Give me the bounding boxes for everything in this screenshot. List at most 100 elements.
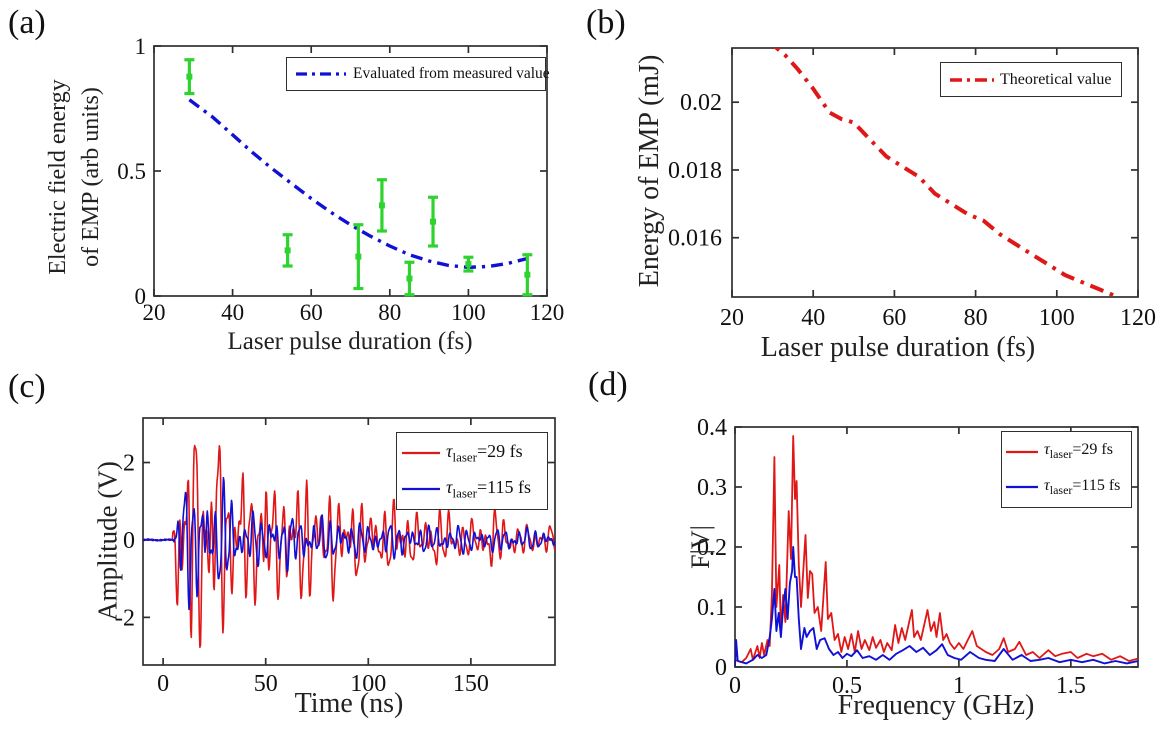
panel-a-x-tick-label: 80 [378,300,401,325]
panel-c-plot: 0 50 100 150 -2 0 2 [115,417,556,697]
panel-a-x-axis-title: Laser pulse duration (fs) [227,328,473,355]
panel-a-x-tick-label: 20 [143,300,166,325]
panel-a-y-axis-title-line2: of EMP (arb units) [78,87,104,267]
tau-symbol: τ [446,476,453,497]
legend-solid-line-sample-red [402,451,440,455]
panel-c-tick-labels: 0 50 100 150 -2 0 2 [115,451,489,697]
panel-d-legend-label-115fs: τlaser=115 fs [1044,477,1120,498]
panel-c-legend-item-115fs: τlaser=115 fs [401,471,543,507]
tau-subscript: laser [1049,482,1073,497]
panel-b-legend: Theoretical value [940,62,1122,97]
panel-b-y-tick-label: 0.02 [680,90,722,116]
panel-c-legend: τlaser=29 fs τlaser=115 fs [396,432,548,510]
panel-a-line-blue [188,98,528,269]
panel-d-legend-item-115fs: τlaser=115 fs [1005,470,1128,506]
panel-a-y-axis-title: Electric field energy of EMP (arb units) [42,79,108,274]
tau-subscript: laser [452,449,477,465]
panel-a-x-tick-label: 100 [451,300,486,325]
panel-a-x-tick-label: 60 [300,300,323,325]
tau-value: =29 fs [477,440,523,461]
panel-a-axes [153,45,548,297]
panel-d-y-tick-label: 0.2 [697,535,727,561]
tau-symbol: τ [1044,476,1050,494]
panel-c-y-tick-label: -2 [115,605,135,631]
panel-d-x-tick-label: 1.5 [1056,673,1086,699]
panel-c-x-tick-label: 0 [157,671,169,697]
panel-c-series [143,444,555,648]
panel-d-label: (d) [588,366,628,403]
panel-b-x-tick-label: 60 [882,305,906,331]
panel-c-waveform-blue [143,476,555,611]
panel-d-line-blue [735,546,1138,666]
panel-b-line-red [773,48,1119,297]
panel-d-y-axis-title: F|V| [686,525,715,569]
panel-d-y-tick-label: 0 [715,655,727,681]
panel-a-label: (a) [8,4,46,41]
panel-c-x-tick-label: 150 [453,671,489,697]
panel-d-legend-label-29fs: τlaser=29 fs [1044,441,1113,462]
panel-b-label: (b) [586,4,626,41]
panel-b-x-tick-label: 80 [964,305,988,331]
tau-symbol: τ [446,440,453,461]
panel-a-errorbars [184,58,533,297]
panel-c-y-tick-label: 0 [123,528,135,554]
tau-symbol: τ [1044,441,1050,459]
legend-solid-line-sample-red [1006,450,1038,453]
panel-a-legend: Evaluated from measured value [286,57,550,91]
legend-dashdot-line-sample-blue [296,72,346,76]
panel-c-y-axis-title: Amplitude (V) [92,461,123,621]
panel-b-axes [731,47,1139,298]
panel-b-tick-labels: 20 40 60 80 100 120 0.016 0.018 0.02 [668,90,1156,331]
panel-d-legend: τlaser=29 fs τlaser=115 fs [1001,431,1132,508]
panel-d-tick-labels: 0 0.5 1 1.5 0 0.1 0.2 0.3 0.4 [697,415,1086,699]
tau-value: =29 fs [1072,441,1113,459]
panel-a-x-tick-label: 120 [530,300,565,325]
panel-d-y-tick-label: 0.1 [697,595,727,621]
legend-solid-line-sample-blue [1006,486,1038,489]
panel-d-y-tick-label: 0.4 [697,415,727,441]
panel-b-x-tick-label: 120 [1120,305,1156,331]
tau-subscript: laser [452,485,477,501]
legend-dashdot-line-sample-red [950,77,994,82]
panel-a-y-axis-title-line1: Electric field energy [44,79,71,275]
tau-value: =115 fs [477,476,531,497]
legend-solid-line-sample-blue [402,487,440,491]
panel-d-plot: 0 0.5 1 1.5 0 0.1 0.2 0.3 0.4 [697,415,1139,699]
panel-c-legend-label-115fs: τlaser=115 fs [446,477,531,502]
panel-c-x-tick-label: 100 [350,671,386,697]
tau-value: =115 fs [1072,476,1121,494]
panel-c-label: (c) [8,368,46,405]
panel-b-x-tick-label: 20 [720,305,744,331]
panel-d-x-axis-title: Frequency (GHz) [837,690,1035,721]
panel-a-plot: 20 40 60 80 100 120 0 0.5 1 [117,34,564,325]
panel-b-legend-label: Theoretical value [1000,70,1112,88]
panel-c-waveform-red [143,444,555,648]
panel-a-x-tick-label: 40 [221,300,244,325]
panel-c-legend-item-29fs: τlaser=29 fs [401,435,543,471]
panel-b-x-tick-label: 40 [801,305,825,331]
panel-b-series [773,48,1119,297]
panel-a-y-tick-label: 0 [135,284,147,309]
panel-c-legend-label-29fs: τlaser=29 fs [446,441,523,466]
panel-a-y-tick-label: 0.5 [117,159,146,184]
panel-d-x-tick-label: 0.5 [832,673,862,699]
panel-d-x-tick-label: 0 [729,673,741,699]
panel-b-y-axis-title: Energy of EMP (mJ) [634,54,665,288]
panel-d-series [735,435,1138,666]
panel-d-x-tick-label: 1 [953,673,965,699]
panel-d-legend-item-29fs: τlaser=29 fs [1005,434,1128,470]
panel-a-tick-labels: 20 40 60 80 100 120 0 0.5 1 [117,34,564,325]
panel-b-x-tick-label: 100 [1039,305,1075,331]
panel-b-x-axis-title: Laser pulse duration (fs) [760,332,1036,363]
panel-b-y-tick-label: 0.016 [668,226,722,252]
panel-a-y-tick-label: 1 [135,34,147,59]
panel-b-y-tick-label: 0.018 [668,158,722,184]
panel-d-y-tick-label: 0.3 [697,475,727,501]
panel-c-x-tick-label: 50 [254,671,278,697]
panel-c-x-axis-title: Time (ns) [294,688,404,719]
panel-a-legend-label: Evaluated from measured value [353,65,550,82]
panel-a-series [188,98,528,269]
panel-b-plot: 20 40 60 80 100 120 0.016 0.018 0.02 [668,47,1156,331]
